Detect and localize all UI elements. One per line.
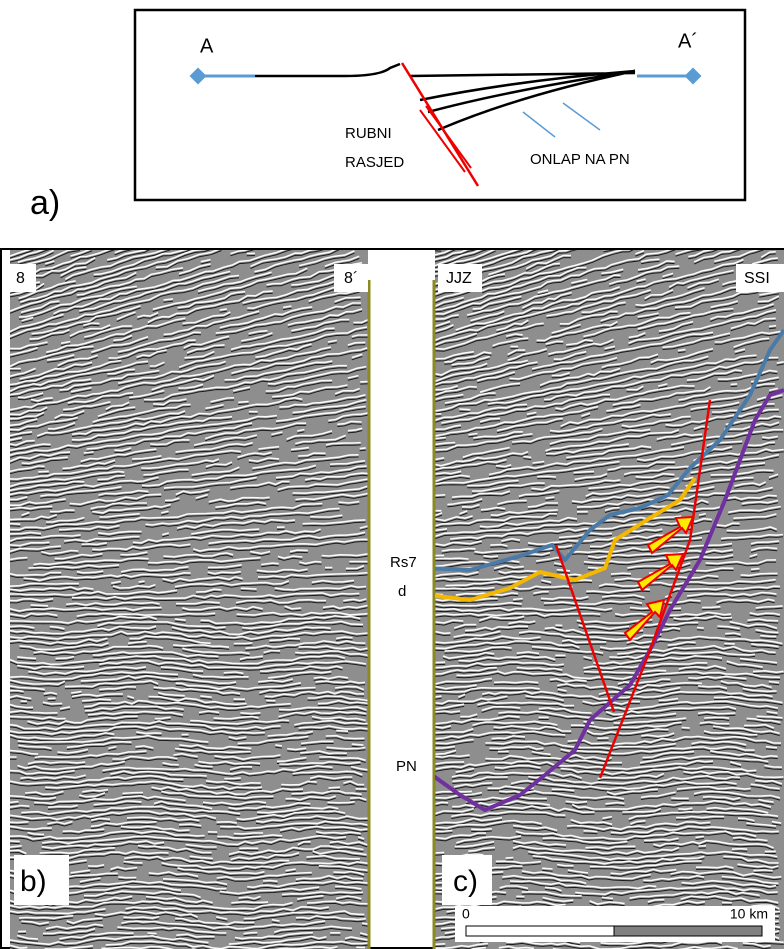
label-box [10,264,36,292]
onlap-label: ONLAP NA PN [530,151,630,168]
label-box [438,264,482,292]
horizon-d [435,476,697,602]
scale-label: 10 km [730,906,768,922]
seismic-texture [435,250,784,949]
panel-label: c) [453,865,478,898]
label-box [334,264,368,292]
horizon-rs7 [435,328,784,572]
section-end-label: JJZ [446,270,472,287]
section-end-label: 8´ [344,270,358,287]
scale-label: 0 [462,906,470,922]
fault-label: RASJED [345,154,404,171]
panel-label: a) [30,184,60,222]
horizon-pn [435,388,784,812]
section-end-label: SSI [744,270,770,287]
horizon-label: Rs7 [390,554,417,571]
label-box [736,264,784,292]
horizon-label: PN [396,758,417,775]
scale-bar [613,925,763,937]
seismic-texture [10,250,368,949]
fault [554,399,712,779]
seismic-texture [10,250,368,949]
panel-label: b) [20,865,47,898]
onlap-reflectors [409,69,636,132]
label-box [442,855,492,905]
horizon-label: d [398,583,406,600]
onlap-arrows [623,515,695,642]
fault-label: RUBNI [345,125,392,142]
label-box [14,855,69,905]
scale-bar [465,925,615,937]
point-marker [189,67,207,85]
surface-line [255,62,401,78]
point-marker [684,67,702,85]
seismic-texture [435,250,784,949]
onlap-arrows [522,102,601,138]
scale-box [455,906,775,942]
schematic-box [133,8,747,202]
fault-arrows [419,105,472,173]
point-label: A [200,35,214,57]
section-end-label: 8 [16,270,25,287]
point-label: A´ [678,30,698,52]
